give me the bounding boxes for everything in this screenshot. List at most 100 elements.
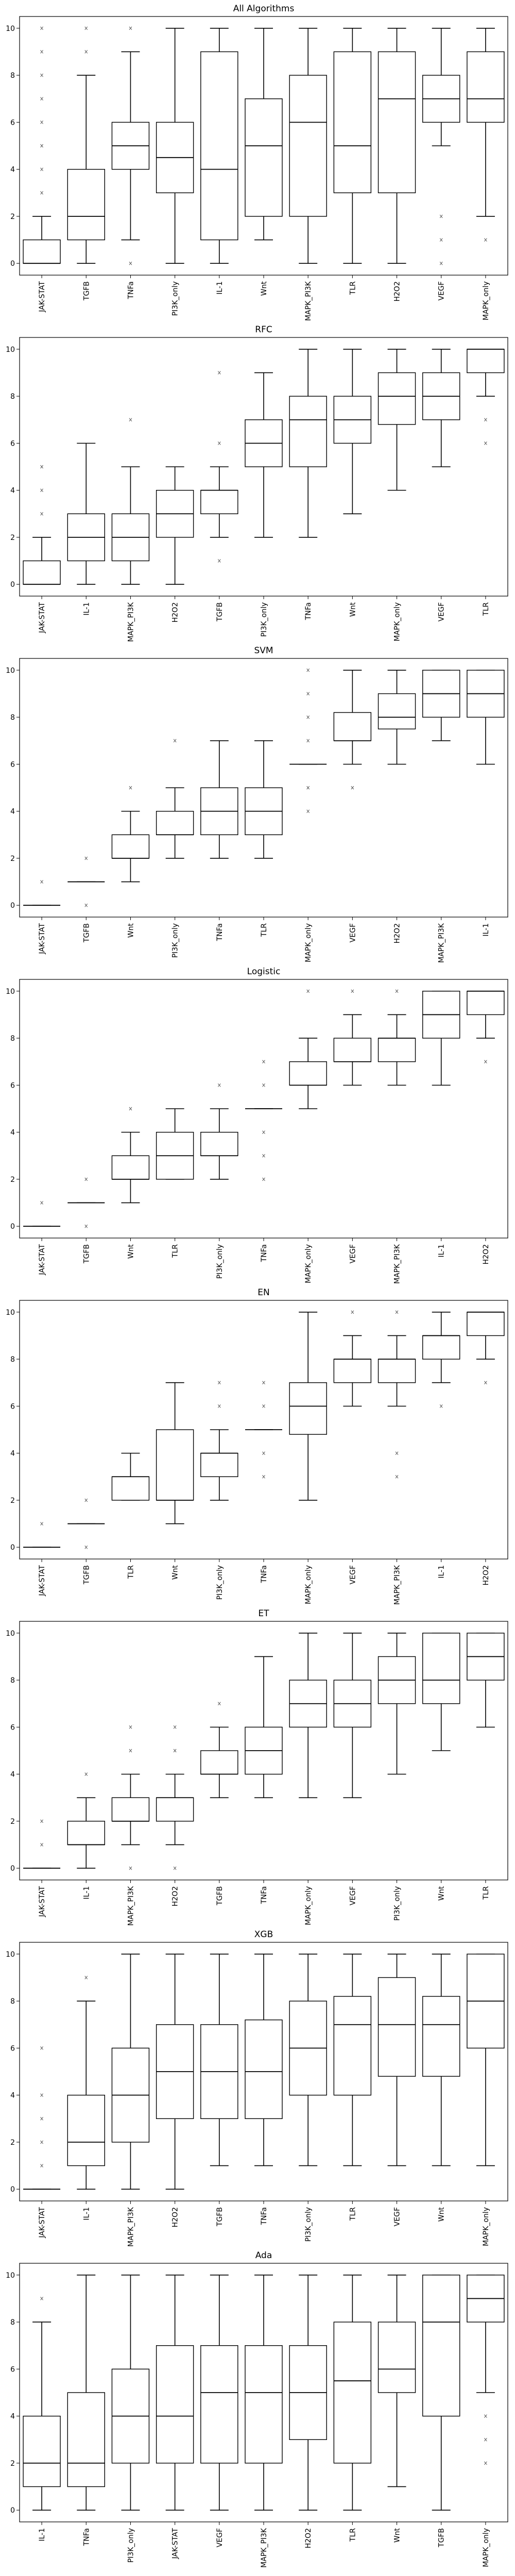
- outlier-point: [262, 1083, 265, 1087]
- box-Wnt: [245, 28, 283, 241]
- box-Wnt: [422, 1633, 460, 1751]
- box-IL-1: [422, 1312, 460, 1408]
- x-tick-label: Wnt: [438, 2207, 446, 2222]
- box-Wnt: [377, 2275, 416, 2487]
- box-IL-1: [67, 443, 105, 585]
- x-tick-label: TGFB: [82, 923, 91, 943]
- x-tick-label: Wnt: [349, 602, 357, 617]
- box-TGFB: [200, 371, 238, 563]
- y-tick-label: 8: [10, 2318, 15, 2327]
- outlier-point: [217, 1381, 221, 1385]
- x-tick-label: VEGF: [349, 923, 357, 942]
- box-body: [467, 991, 505, 1015]
- box-body: [111, 1155, 150, 1180]
- box-body: [245, 2019, 283, 2119]
- box-Wnt: [111, 1107, 150, 1204]
- x-tick-label: IL-1: [216, 281, 224, 295]
- outlier-point: [395, 1475, 399, 1479]
- box-TGFB: [67, 856, 105, 907]
- box-TLR: [333, 28, 372, 264]
- outlier-point: [40, 50, 43, 54]
- x-tick-label: MAPK_only: [304, 923, 313, 962]
- x-tick-label: PI3K_only: [127, 2528, 135, 2563]
- x-tick-label: H2O2: [304, 2528, 313, 2548]
- box-body: [289, 1061, 327, 1086]
- x-tick-label: TLR: [260, 923, 268, 937]
- axes-frame: [19, 979, 508, 1239]
- x-tick-label: TNFa: [260, 2207, 268, 2225]
- y-tick-label: 0: [10, 2506, 15, 2515]
- outlier-point: [306, 692, 310, 696]
- outlier-point: [484, 1060, 487, 1064]
- outlier-point: [40, 26, 43, 30]
- outlier-point: [40, 880, 43, 884]
- box-MAPK_PI3K: [111, 1954, 150, 2190]
- x-tick-label: Wnt: [393, 2528, 402, 2543]
- y-tick-label: 6: [10, 118, 15, 127]
- box-JAK-STAT: [23, 465, 61, 585]
- x-tick-label: MAPK_only: [304, 1886, 313, 1925]
- chart-title: ET: [258, 1608, 269, 1619]
- outlier-point: [40, 1819, 43, 1823]
- box-JAK-STAT: [156, 2275, 194, 2511]
- box-JAK-STAT: [23, 1522, 61, 1548]
- box-MAPK_only: [289, 989, 327, 1109]
- outlier-point: [84, 50, 88, 54]
- box-TGFB: [422, 2275, 460, 2511]
- x-tick-label: MAPK_PI3K: [260, 2528, 268, 2568]
- outlier-point: [395, 989, 399, 993]
- outlier-point: [262, 1451, 265, 1455]
- box-body: [333, 1996, 372, 2096]
- y-tick-label: 2: [10, 2139, 15, 2147]
- x-tick-label: H2O2: [393, 281, 402, 301]
- box-JAK-STAT: [23, 2046, 61, 2190]
- outlier-point: [262, 1381, 265, 1385]
- chart-title: SVM: [254, 646, 273, 656]
- outlier-point: [484, 1381, 487, 1385]
- box-body: [333, 712, 372, 741]
- x-tick-label: PI3K_only: [171, 281, 180, 316]
- box-body: [377, 1038, 416, 1062]
- box-PI3K_only: [111, 2275, 150, 2511]
- x-tick-label: JAK-STAT: [38, 1565, 46, 1597]
- outlier-point: [84, 1177, 88, 1181]
- box-body: [200, 1750, 238, 1775]
- outlier-point: [84, 1545, 88, 1549]
- y-tick-label: 4: [10, 1129, 15, 1137]
- outlier-point: [351, 786, 354, 790]
- outlier-point: [40, 2116, 43, 2121]
- box-body: [467, 1312, 505, 1336]
- box-VEGF: [333, 1310, 372, 1407]
- outlier-point: [40, 488, 43, 492]
- outlier-point: [40, 121, 43, 124]
- y-tick-label: 10: [6, 667, 15, 675]
- box-TLR: [111, 1452, 150, 1501]
- chart-title: Ada: [255, 2250, 272, 2261]
- outlier-point: [129, 1749, 132, 1753]
- x-tick-label: IL-1: [38, 2528, 46, 2541]
- chart-panel: SVM 0 2 4 6 8 10 JAK-STAT TGFB Wnt PI3K_only TNFa TL…: [6, 646, 508, 963]
- y-tick-label: 4: [10, 2413, 15, 2421]
- x-tick-label: Wnt: [127, 923, 135, 938]
- y-tick-label: 8: [10, 1355, 15, 1364]
- box-body: [156, 1797, 194, 1822]
- box-body: [67, 168, 105, 241]
- x-tick-label: PI3K_only: [216, 1565, 224, 1600]
- y-tick-label: 0: [10, 1865, 15, 1873]
- x-tick-label: TGFB: [216, 1886, 224, 1906]
- x-tick-label: VEGF: [393, 2207, 402, 2226]
- box-body: [467, 349, 505, 374]
- x-tick-label: MAPK_only: [304, 1244, 313, 1283]
- x-tick-label: JAK-STAT: [38, 923, 46, 955]
- outlier-point: [484, 238, 487, 242]
- box-Wnt: [333, 349, 372, 515]
- x-tick-label: TLR: [482, 1886, 490, 1900]
- outlier-point: [395, 1451, 399, 1455]
- outlier-point: [40, 2297, 43, 2300]
- box-Wnt: [422, 1954, 460, 2166]
- outlier-point: [129, 418, 132, 422]
- box-body: [67, 1821, 105, 1845]
- box-PI3K_only: [289, 1954, 327, 2166]
- box-body: [245, 2345, 283, 2464]
- y-tick-label: 8: [10, 714, 15, 722]
